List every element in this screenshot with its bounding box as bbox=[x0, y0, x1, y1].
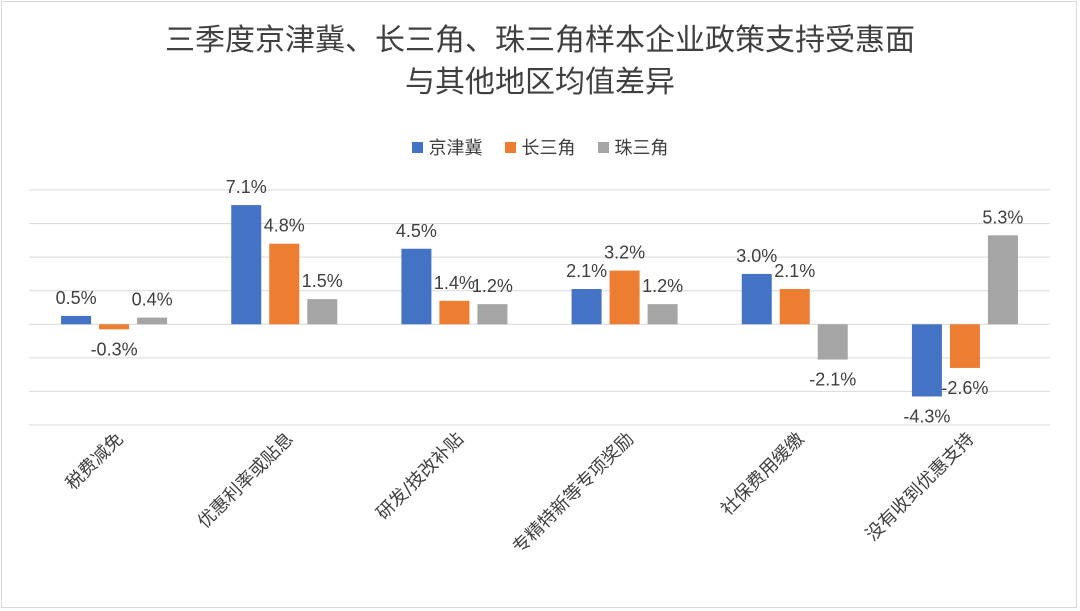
data-label: 4.5% bbox=[396, 221, 437, 241]
data-label: 4.8% bbox=[264, 216, 305, 236]
category-label: 没有收到优惠支持 bbox=[862, 429, 979, 546]
category-label: 税费减免 bbox=[62, 429, 128, 495]
legend-label-jingjinji: 京津冀 bbox=[428, 138, 483, 159]
data-label: 0.4% bbox=[132, 290, 173, 310]
bar bbox=[61, 315, 92, 325]
bar bbox=[477, 304, 508, 325]
chart-title-line-2: 与其他地区均值差异 bbox=[405, 65, 675, 100]
legend-swatch-zhusanjiao bbox=[597, 141, 609, 153]
category-label: 社保费用缓缴 bbox=[717, 429, 808, 520]
chart-title: 三季度京津冀、长三角、珠三角样本企业政策支持受惠面 与其他地区均值差异 bbox=[2, 20, 1078, 104]
bar bbox=[779, 289, 810, 325]
bar bbox=[307, 299, 338, 325]
data-label: 0.5% bbox=[56, 288, 97, 308]
bar bbox=[949, 324, 980, 368]
bar bbox=[401, 248, 432, 325]
chart-legend: 京津冀 长三角 珠三角 bbox=[2, 134, 1078, 160]
data-label: 3.2% bbox=[604, 243, 645, 263]
bar bbox=[609, 270, 640, 325]
bar bbox=[269, 243, 300, 325]
category-label: 研发/技改补贴 bbox=[372, 429, 468, 525]
data-label: 2.1% bbox=[566, 261, 607, 281]
chart-title-line-1: 三季度京津冀、长三角、珠三角样本企业政策支持受惠面 bbox=[165, 23, 915, 58]
data-label: 3.0% bbox=[736, 246, 777, 266]
bar bbox=[571, 289, 602, 325]
bar bbox=[439, 300, 470, 325]
category-label: 专精特新等专项奖励 bbox=[509, 429, 638, 558]
legend-swatch-changsanjiao bbox=[504, 141, 516, 153]
legend-label-zhusanjiao: 珠三角 bbox=[614, 138, 669, 159]
legend-item-jingjinji: 京津冀 bbox=[411, 134, 483, 160]
bar bbox=[647, 304, 678, 325]
bar bbox=[741, 273, 772, 325]
bar bbox=[99, 324, 130, 330]
data-label: 1.2% bbox=[642, 276, 683, 296]
legend-label-changsanjiao: 长三角 bbox=[521, 138, 576, 159]
data-label: 1.2% bbox=[472, 276, 513, 296]
data-label: 7.1% bbox=[226, 177, 267, 197]
bar bbox=[911, 324, 942, 397]
data-label: -0.3% bbox=[91, 339, 138, 359]
bar bbox=[137, 317, 168, 325]
data-label: -4.3% bbox=[903, 406, 950, 426]
bar bbox=[817, 324, 848, 360]
bar bbox=[231, 205, 262, 325]
legend-swatch-jingjinji bbox=[411, 141, 423, 153]
data-label: -2.6% bbox=[941, 378, 988, 398]
data-label: 2.1% bbox=[774, 261, 815, 281]
data-label: 1.4% bbox=[434, 273, 475, 293]
data-label: -2.1% bbox=[809, 370, 856, 390]
data-label: 5.3% bbox=[982, 207, 1023, 227]
bar bbox=[987, 235, 1018, 325]
legend-item-zhusanjiao: 珠三角 bbox=[597, 134, 669, 160]
data-label: 1.5% bbox=[302, 271, 343, 291]
legend-item-changsanjiao: 长三角 bbox=[504, 134, 576, 160]
category-label: 优惠利率或贴息 bbox=[194, 429, 298, 533]
